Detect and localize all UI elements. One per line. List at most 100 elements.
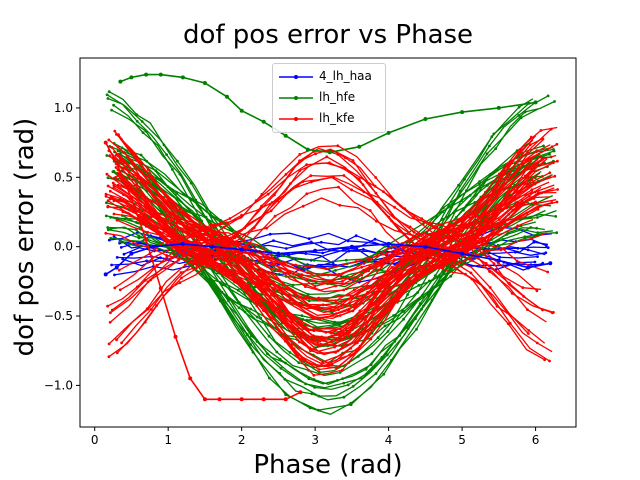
trajectory-line	[116, 149, 550, 362]
trajectory-line	[118, 143, 558, 309]
trajectory-point	[347, 293, 351, 297]
trajectory-point	[407, 283, 411, 287]
trajectory-point	[245, 333, 249, 336]
trajectory-point	[555, 200, 559, 204]
trajectory-line	[110, 187, 555, 346]
trajectory-point	[321, 303, 325, 307]
trajectory-point	[497, 218, 501, 221]
trajectory-point	[536, 231, 539, 235]
trajectory-point	[112, 103, 115, 107]
trajectory-point	[380, 356, 384, 359]
trajectory-line	[113, 141, 531, 339]
trajectory-point	[498, 172, 501, 176]
trajectory-point	[106, 176, 110, 180]
trajectory-point	[168, 246, 172, 250]
trajectory-point	[233, 280, 237, 284]
series-point	[103, 272, 108, 277]
trajectory-point	[378, 284, 381, 288]
trajectory-point	[303, 283, 307, 286]
series-point	[313, 248, 318, 253]
trajectory-point	[298, 153, 302, 156]
trajectory-point	[162, 143, 166, 147]
trajectory-point	[548, 171, 552, 175]
trajectory-line	[106, 173, 556, 310]
trajectory-line	[107, 148, 554, 314]
trajectory-line	[111, 174, 543, 311]
trajectory-point	[317, 296, 321, 300]
trajectory-point	[552, 311, 555, 314]
y-tick-label: 0.5	[54, 170, 73, 184]
trajectory-point	[114, 166, 118, 169]
trajectory-point	[397, 298, 400, 302]
trajectory-point	[109, 215, 112, 219]
trajectory-point	[193, 214, 197, 218]
trajectory-point	[176, 159, 179, 163]
series-point	[526, 265, 531, 270]
trajectory-point	[221, 298, 225, 302]
trajectory-point	[108, 154, 112, 158]
trajectory-point	[393, 262, 396, 266]
trajectory-point	[477, 182, 481, 186]
trajectory-point	[550, 201, 554, 204]
trajectory-point	[111, 170, 115, 174]
trajectory-point	[267, 334, 271, 338]
trajectory-point	[468, 194, 472, 197]
trajectory-point	[104, 192, 108, 196]
trajectory-point	[408, 225, 412, 229]
trajectory-point	[358, 309, 362, 313]
trajectory-point	[117, 268, 121, 272]
series-point	[496, 258, 501, 263]
trajectory-point	[398, 334, 402, 337]
trajectory-point	[534, 200, 537, 204]
trajectory-point	[179, 271, 183, 274]
trajectory-point	[332, 343, 336, 347]
trajectory-point	[542, 144, 545, 148]
trajectory-point	[144, 225, 148, 228]
trajectory-point	[305, 318, 309, 322]
series-point	[357, 144, 362, 149]
trajectory-point	[344, 258, 348, 262]
trajectory-point	[180, 276, 183, 280]
trajectory-point	[108, 189, 112, 193]
trajectory-point	[420, 217, 424, 221]
trajectory-point	[279, 366, 283, 370]
series-point	[180, 241, 185, 246]
trajectory-point	[368, 209, 372, 212]
trajectory-point	[516, 224, 520, 228]
trajectory-point	[526, 199, 530, 202]
trajectory-point	[297, 340, 301, 344]
trajectory-point	[142, 168, 146, 172]
trajectory-point	[288, 351, 292, 354]
trajectory-point	[515, 259, 519, 263]
trajectory-point	[209, 223, 213, 227]
trajectory-point	[539, 129, 543, 132]
trajectory-point	[182, 249, 186, 253]
trajectory-point	[526, 332, 530, 335]
y-axis: −1.0 −0.5 0.0 0.5 1.0	[44, 101, 80, 392]
trajectory-point	[476, 235, 480, 239]
series-point	[386, 130, 391, 135]
trajectory-point	[324, 267, 328, 271]
trajectory-point	[309, 304, 312, 308]
trajectory-point	[317, 298, 321, 302]
x-tick-label: 5	[458, 433, 466, 447]
trajectory-point	[492, 262, 496, 265]
trajectory-point	[234, 241, 238, 244]
trajectory-point	[204, 277, 208, 280]
trajectory-point	[189, 181, 193, 185]
trajectory-point	[441, 239, 445, 243]
trajectory-point	[286, 270, 290, 273]
trajectory-point	[519, 150, 523, 154]
trajectory-line	[117, 137, 545, 356]
trajectory-point	[352, 352, 355, 356]
legend-item-4-lh-haa: 4_lh_haa	[277, 68, 383, 86]
trajectory-point	[369, 363, 373, 367]
series-point	[158, 72, 163, 77]
trajectory-point	[105, 93, 109, 97]
x-axis: 0 1 2 3 4 5 6	[91, 427, 539, 447]
trajectory-point	[441, 206, 445, 210]
trajectory-point	[348, 330, 352, 334]
series-point	[144, 237, 149, 242]
series-point	[188, 376, 193, 381]
series-point	[305, 147, 310, 152]
